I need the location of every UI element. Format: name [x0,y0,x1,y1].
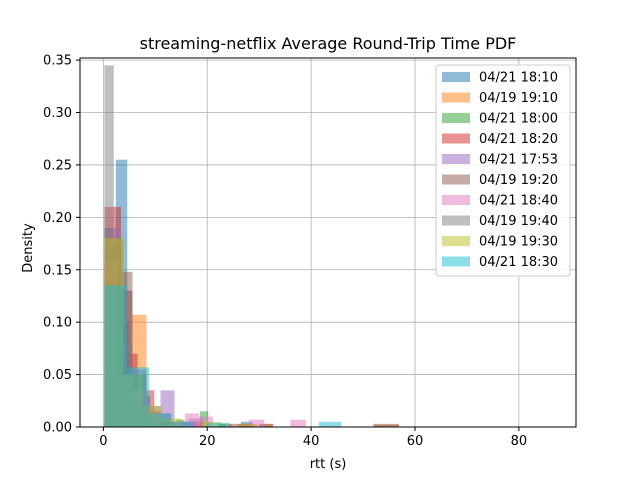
bars-layer [104,65,399,427]
ticks-layer: 0 20 40 60 80 0.00 0.05 0.10 0.15 0.20 0.25 0.30 0.3… [43,54,527,449]
bar-s9-b4 [207,422,230,427]
legend: 04/21 18:10 04/19 19:10 04/21 18:00 04/21 1… [435,64,571,277]
legend-label-8: 04/19 19:30 [479,235,558,250]
legend-label-1: 04/19 19:10 [479,91,558,106]
bar-s9-b0 [104,285,127,427]
bar-s8-b5 [238,423,258,427]
bar-s9-b2 [149,413,172,427]
legend-swatch-6 [442,195,470,205]
x-tick-label-0: 0 [99,434,107,449]
chart-title: streaming-netflix Average Round-Trip Tim… [140,34,517,53]
y-tick-label-7: 0.35 [43,54,72,69]
bar-s5-b7 [373,423,399,427]
bar-s9-b3 [171,421,194,427]
legend-label-9: 04/21 18:30 [479,255,558,270]
legend-swatch-1 [442,92,470,103]
axes-frame [79,57,577,428]
series-9 [104,285,342,427]
bar-s9-b5 [318,421,342,427]
x-axis-title: rtt (s) [310,457,347,472]
legend-swatch-5 [442,174,470,185]
legend-swatch-3 [442,133,470,144]
x-tick-label-4: 80 [511,434,528,449]
x-tick-label-2: 40 [303,434,320,449]
y-tick-label-0: 0.00 [43,421,72,436]
y-tick-label-5: 0.25 [43,158,72,173]
legend-swatch-9 [442,256,470,267]
bar-s5-b6 [259,423,274,427]
legend-label-4: 04/21 17:53 [479,153,558,168]
bar-s5-b5 [228,423,243,427]
bar-s6-b7 [248,419,265,427]
y-tick-label-3: 0.15 [43,263,72,278]
legend-label-7: 04/19 19:40 [479,214,558,229]
y-tick-label-1: 0.05 [43,368,72,383]
legend-label-6: 04/21 18:40 [479,194,558,209]
y-tick-label-6: 0.30 [43,106,72,121]
y-tick-label-4: 0.20 [43,211,72,226]
bar-s9-b1 [126,367,150,427]
x-tick-label-3: 60 [407,434,424,449]
legend-swatch-4 [442,154,470,164]
y-axis-title: Density [21,223,36,273]
y-tick-label-2: 0.10 [43,316,72,331]
legend-label-3: 04/21 18:20 [479,132,558,147]
legend-label-0: 04/21 18:10 [479,71,558,86]
legend-swatch-0 [442,72,470,82]
legend-swatch-7 [442,215,470,226]
legend-swatch-2 [442,113,470,123]
legend-swatch-8 [442,236,470,246]
legend-label-5: 04/19 19:20 [479,173,558,188]
bar-s6-b8 [290,419,306,427]
legend-label-2: 04/21 18:00 [479,112,558,127]
x-tick-label-1: 20 [199,434,216,449]
